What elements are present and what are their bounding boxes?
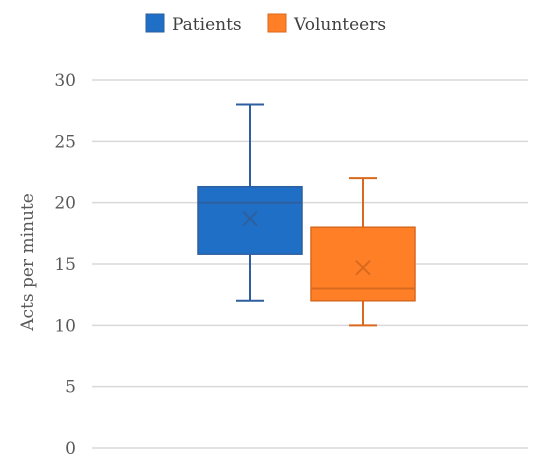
- y-tick-label: 5: [65, 378, 76, 398]
- y-tick-label: 0: [65, 439, 76, 459]
- legend-label-volunteers: Volunteers: [293, 15, 386, 35]
- iqr-box: [197, 185, 303, 255]
- y-tick-label: 30: [54, 71, 76, 91]
- box-volunteers: [310, 177, 416, 327]
- mean-marker-b: [355, 259, 371, 276]
- legend-label-patients: Patients: [172, 15, 242, 35]
- y-tick-label: 25: [54, 132, 76, 152]
- y-tick-label: 15: [54, 255, 76, 275]
- mean-marker-b: [242, 210, 258, 227]
- y-axis-ticks: 0 5 10 15 20 25 30: [54, 71, 76, 459]
- y-tick-label: 10: [54, 316, 76, 336]
- y-axis-label: Acts per minute: [18, 193, 38, 332]
- box-patients: [197, 103, 303, 302]
- iqr-box: [310, 226, 416, 302]
- legend-swatch-patients: [145, 13, 165, 33]
- boxes: [197, 103, 416, 327]
- legend: Patients Volunteers: [145, 13, 386, 35]
- legend-swatch-volunteers: [267, 13, 287, 33]
- y-tick-label: 20: [54, 194, 76, 214]
- gridlines: [92, 79, 528, 388]
